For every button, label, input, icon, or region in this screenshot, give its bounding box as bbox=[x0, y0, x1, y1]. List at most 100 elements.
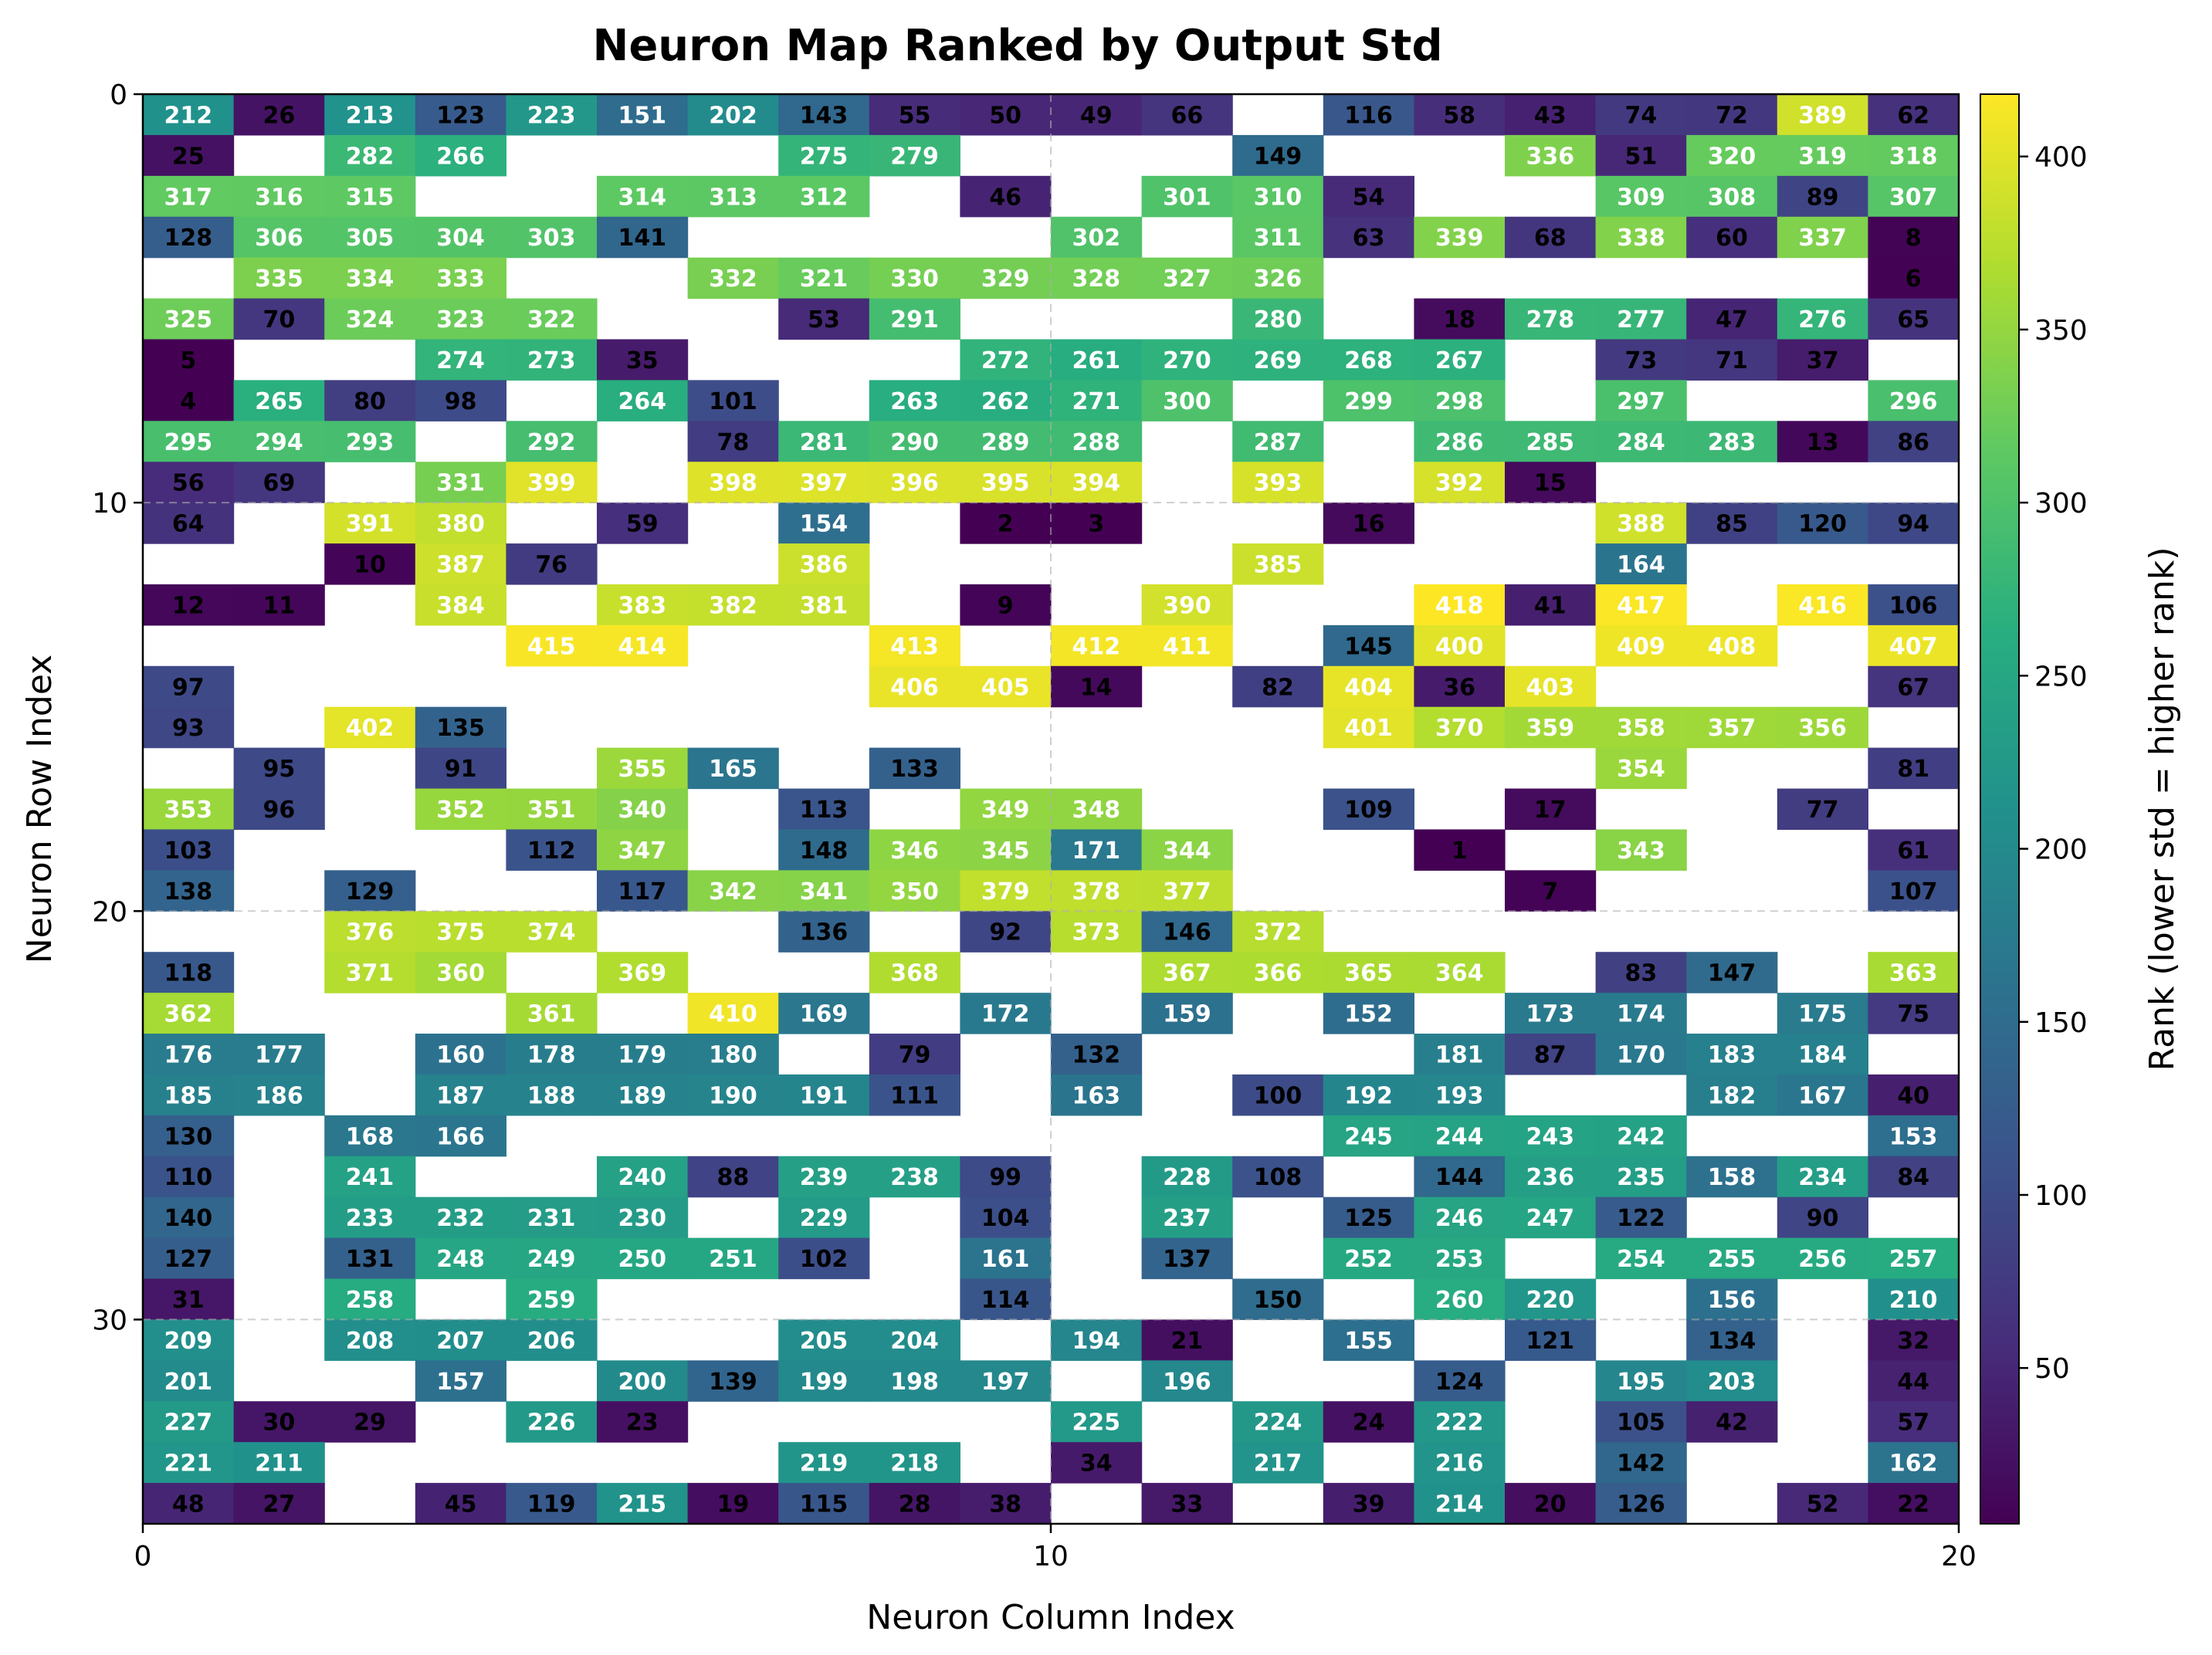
heatmap-cell bbox=[1232, 911, 1324, 953]
cell-value-label: 46 bbox=[989, 184, 1021, 211]
heatmap-cell bbox=[1595, 1401, 1687, 1443]
cell-value-label: 270 bbox=[1163, 347, 1211, 374]
cell-value-label: 175 bbox=[1798, 1001, 1847, 1028]
heatmap-cell bbox=[869, 1074, 960, 1116]
cell-value-label: 404 bbox=[1344, 674, 1393, 701]
heatmap-cell bbox=[415, 911, 506, 953]
cell-value-label: 158 bbox=[1708, 1164, 1756, 1191]
heatmap-cell bbox=[960, 584, 1052, 626]
cell-value-label: 391 bbox=[346, 511, 395, 538]
cell-value-label: 162 bbox=[1889, 1450, 1938, 1477]
heatmap-cell bbox=[597, 1237, 689, 1280]
heatmap-cell bbox=[1595, 543, 1687, 585]
cell-value-label: 179 bbox=[618, 1041, 666, 1068]
cell-value-label: 253 bbox=[1435, 1246, 1484, 1273]
heatmap-cell bbox=[869, 1034, 960, 1075]
cell-value-label: 215 bbox=[618, 1491, 666, 1518]
heatmap-cell bbox=[960, 380, 1052, 421]
cell-value-label: 205 bbox=[800, 1328, 849, 1355]
cell-value-label: 309 bbox=[1617, 184, 1665, 211]
heatmap-cell bbox=[778, 462, 870, 503]
cell-value-label: 96 bbox=[263, 797, 296, 824]
cell-value-label: 378 bbox=[1072, 878, 1120, 905]
cell-value-label: 337 bbox=[1798, 225, 1847, 252]
heatmap-cell bbox=[1141, 993, 1233, 1034]
heatmap-cell bbox=[687, 584, 779, 626]
heatmap-cell bbox=[1686, 1360, 1778, 1402]
heatmap-cell bbox=[1595, 298, 1687, 340]
heatmap-cell bbox=[869, 870, 960, 912]
heatmap-cell bbox=[597, 624, 689, 667]
heatmap-cell bbox=[324, 952, 416, 993]
cell-value-label: 242 bbox=[1617, 1123, 1665, 1150]
heatmap-cell bbox=[687, 1483, 779, 1525]
cell-value-label: 108 bbox=[1254, 1164, 1302, 1191]
heatmap-cell bbox=[324, 257, 416, 300]
x-axis-label: Neuron Column Index bbox=[866, 1598, 1235, 1637]
cell-value-label: 357 bbox=[1708, 715, 1756, 742]
cell-value-label: 91 bbox=[445, 756, 477, 783]
heatmap-cell bbox=[1323, 94, 1414, 136]
heatmap-cell bbox=[1505, 870, 1597, 912]
heatmap-cell bbox=[960, 1278, 1052, 1321]
cell-value-label: 401 bbox=[1344, 715, 1393, 742]
cell-value-label: 213 bbox=[346, 102, 395, 129]
heatmap-cell bbox=[1505, 1483, 1597, 1525]
cell-value-label: 32 bbox=[1897, 1328, 1929, 1355]
heatmap-cell bbox=[1686, 503, 1778, 544]
heatmap-cell bbox=[506, 1074, 598, 1116]
heatmap-cell bbox=[1414, 952, 1506, 993]
cell-value-label: 31 bbox=[172, 1287, 205, 1314]
heatmap-cell bbox=[597, 829, 689, 871]
cell-value-label: 224 bbox=[1254, 1410, 1302, 1437]
cell-value-label: 243 bbox=[1526, 1123, 1574, 1150]
heatmap-cell bbox=[1686, 421, 1778, 462]
cell-value-label: 161 bbox=[981, 1246, 1030, 1273]
heatmap-cell bbox=[233, 1483, 325, 1525]
cell-value-label: 322 bbox=[527, 306, 576, 333]
heatmap-cell bbox=[778, 1483, 870, 1525]
cell-value-label: 295 bbox=[164, 429, 212, 456]
cell-value-label: 41 bbox=[1534, 592, 1567, 619]
cell-value-label: 348 bbox=[1072, 797, 1120, 824]
heatmap-cell bbox=[143, 870, 235, 912]
cell-value-label: 382 bbox=[709, 592, 757, 619]
cell-value-label: 414 bbox=[618, 633, 666, 660]
heatmap-cell bbox=[1505, 993, 1597, 1034]
heatmap-cell bbox=[506, 462, 598, 503]
cell-value-label: 217 bbox=[1254, 1450, 1302, 1477]
cell-value-label: 63 bbox=[1353, 225, 1385, 252]
cell-value-label: 71 bbox=[1716, 347, 1748, 374]
cell-value-label: 170 bbox=[1617, 1041, 1665, 1068]
cell-value-label: 370 bbox=[1435, 715, 1484, 742]
cell-value-label: 195 bbox=[1617, 1369, 1665, 1396]
cell-value-label: 212 bbox=[164, 102, 212, 129]
cell-value-label: 26 bbox=[263, 102, 296, 129]
heatmap-cell bbox=[778, 584, 870, 626]
cell-value-label: 259 bbox=[527, 1287, 576, 1314]
cell-value-label: 203 bbox=[1708, 1369, 1756, 1396]
heatmap-cell bbox=[1323, 1196, 1414, 1239]
cell-value-label: 241 bbox=[346, 1164, 395, 1191]
cell-value-label: 344 bbox=[1163, 838, 1211, 865]
colorbar-tick-label: 400 bbox=[2034, 142, 2088, 174]
heatmap-cell bbox=[1141, 1237, 1233, 1280]
heatmap-cell bbox=[1232, 1442, 1324, 1484]
heatmap-cell bbox=[869, 298, 960, 340]
cell-value-label: 151 bbox=[618, 102, 666, 129]
cell-value-label: 25 bbox=[172, 143, 205, 170]
cell-value-label: 244 bbox=[1435, 1123, 1484, 1150]
cell-value-label: 274 bbox=[436, 347, 485, 374]
heatmap-cell bbox=[1505, 788, 1597, 831]
cell-value-label: 184 bbox=[1798, 1041, 1847, 1068]
cell-value-label: 100 bbox=[1254, 1082, 1302, 1109]
cell-value-label: 88 bbox=[717, 1164, 750, 1191]
heatmap-cell bbox=[1595, 1237, 1687, 1280]
cell-value-label: 66 bbox=[1171, 102, 1204, 129]
cell-value-label: 262 bbox=[981, 388, 1030, 415]
heatmap-cell bbox=[1414, 624, 1506, 667]
heatmap-cell bbox=[143, 993, 235, 1034]
cell-value-label: 15 bbox=[1534, 470, 1567, 497]
heatmap-cell bbox=[1051, 911, 1143, 953]
heatmap-cell bbox=[960, 665, 1052, 708]
